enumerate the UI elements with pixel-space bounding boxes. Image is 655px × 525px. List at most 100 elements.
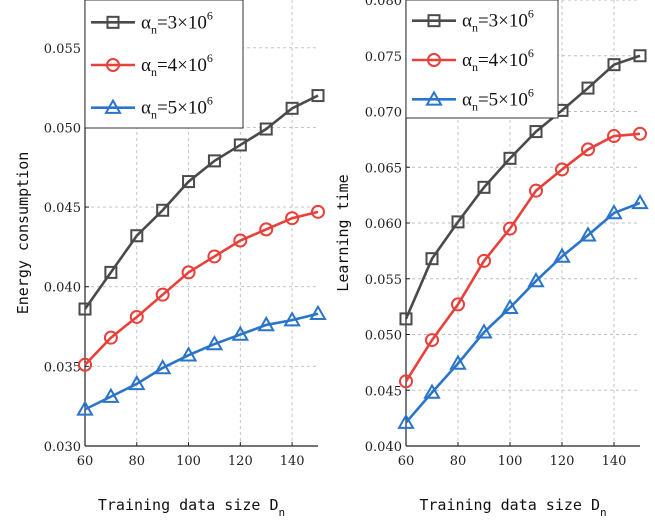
y-tick-label: 0.070 — [365, 106, 402, 121]
x-tick-label: 140 — [280, 454, 305, 469]
data-point — [285, 211, 300, 226]
x-axis-label: Training data size Dn — [98, 496, 285, 519]
legend-label-text: =3×10 — [157, 12, 207, 33]
y-tick-label: 0.045 — [44, 201, 81, 216]
data-point — [283, 311, 301, 327]
y-tick-label: 0.045 — [365, 384, 402, 399]
learning-time-chart: 60 80 100 120 140 0.040 0.045 0.050 0.055 0.060 0.… — [334, 0, 649, 519]
y-tick-label: 0.050 — [365, 329, 402, 344]
x-axis-label-subscript: n — [600, 506, 607, 519]
legend-label-subscript: n — [472, 99, 478, 113]
series-line — [84, 312, 319, 411]
x-tick-label: 80 — [129, 454, 146, 469]
legend-label-text: =5×10 — [478, 89, 528, 110]
legend-label-subscript: n — [151, 108, 157, 122]
data-point — [205, 335, 224, 351]
x-axis-label: Training data size Dn — [419, 496, 606, 519]
legend-marker — [427, 14, 441, 28]
data-point — [259, 222, 274, 237]
legend-label-superscript: 6 — [528, 46, 534, 60]
legend-label: αn=4×106 — [462, 46, 534, 74]
data-point — [399, 374, 413, 389]
data-point — [233, 233, 248, 248]
legend-label-superscript: 6 — [528, 7, 534, 21]
data-point — [607, 58, 621, 72]
legend-label-text: =3×10 — [478, 11, 528, 32]
data-point — [451, 215, 465, 229]
data-point — [451, 297, 465, 312]
data-point — [128, 374, 146, 391]
x-tick-label: 80 — [450, 454, 467, 469]
data-point — [633, 49, 647, 63]
legend-label-subscript: n — [472, 60, 478, 74]
data-point — [425, 333, 439, 348]
data-point — [181, 265, 196, 280]
legend-label-text: =5×10 — [157, 98, 207, 119]
data-point — [233, 138, 247, 152]
legend-marker — [425, 90, 443, 106]
legend-label: αn=5×106 — [141, 94, 213, 122]
data-point — [553, 247, 571, 263]
data-point — [475, 323, 493, 339]
series-line — [404, 132, 641, 383]
data-point — [231, 325, 250, 341]
data-point — [285, 101, 299, 115]
y-tick-label: 0.050 — [44, 121, 81, 136]
data-point — [503, 221, 517, 236]
series-square — [78, 89, 325, 316]
data-point — [76, 400, 94, 416]
data-point — [529, 125, 543, 139]
data-point — [425, 252, 439, 266]
data-point — [579, 226, 597, 242]
legend-label-text: =4×10 — [478, 50, 528, 71]
legend-label-subscript: n — [472, 21, 478, 35]
data-point — [477, 180, 491, 194]
data-point — [311, 204, 325, 219]
x-tick-label: 120 — [550, 454, 575, 469]
data-point — [503, 151, 517, 165]
series-line — [83, 94, 319, 310]
legend-entry: αn=4×106 — [412, 46, 534, 74]
x-tick-label: 60 — [77, 454, 94, 469]
legend-label-superscript: 6 — [207, 51, 213, 65]
legend-label-text: =4×10 — [157, 55, 207, 76]
data-point — [129, 309, 144, 324]
series-line — [405, 201, 641, 424]
data-point — [311, 89, 325, 103]
x-axis-label-subscript: n — [279, 506, 286, 519]
data-point — [102, 387, 120, 403]
legend-label-superscript: 6 — [207, 94, 213, 108]
legend-entry: αn=5×106 — [91, 94, 213, 122]
y-tick-label: 0.065 — [365, 161, 402, 176]
data-point — [501, 298, 519, 314]
y-axis-label: Energy consumption — [14, 152, 32, 315]
y-axis-label: Learning time — [334, 174, 352, 291]
x-tick-label: 140 — [602, 454, 627, 469]
x-tick-label: 100 — [176, 454, 201, 469]
data-point — [555, 162, 569, 177]
y-tick-label: 0.040 — [44, 281, 81, 296]
y-tick-label: 0.055 — [44, 42, 81, 57]
series-triangle — [76, 304, 327, 416]
data-point — [633, 126, 647, 141]
data-point — [78, 357, 92, 372]
legend-marker — [106, 58, 120, 72]
data-point — [78, 302, 92, 316]
y-tick-label: 0.060 — [365, 217, 402, 232]
series-circle — [399, 126, 647, 389]
data-point — [527, 271, 545, 288]
data-point — [529, 183, 543, 198]
data-point — [631, 193, 649, 210]
data-point — [130, 229, 144, 243]
series-circle — [78, 204, 325, 372]
data-point — [581, 81, 595, 95]
data-point — [182, 175, 196, 189]
data-point — [153, 358, 172, 375]
legend-marker — [106, 15, 120, 29]
energy-consumption-chart: 60 80 100 120 140 0.030 0.035 0.040 0.045 0.050 0.… — [14, 0, 327, 519]
data-point — [309, 304, 327, 321]
data-point — [207, 154, 221, 168]
legend-marker — [104, 98, 122, 114]
